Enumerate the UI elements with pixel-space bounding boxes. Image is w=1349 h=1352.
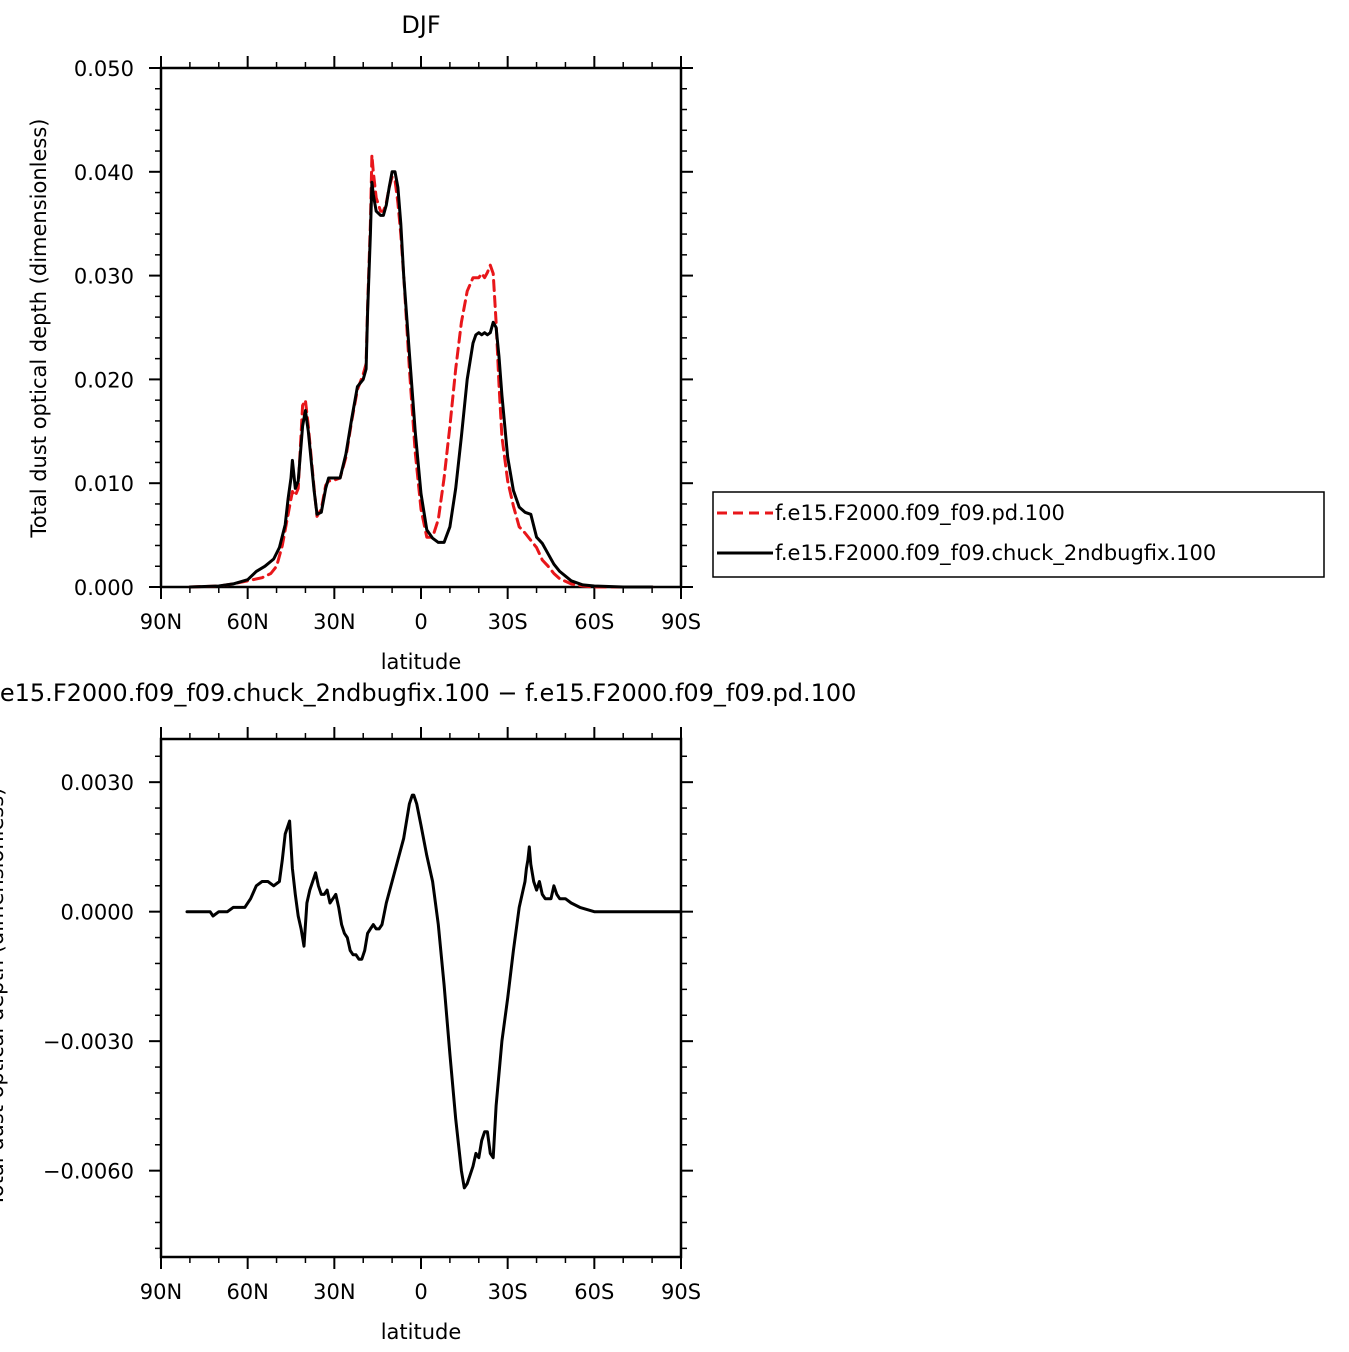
top-chart: DJF Total dust optical depth (dimensionl… [27, 11, 701, 674]
bottom-y-tick-label: −0.0060 [43, 1160, 134, 1184]
bottom-x-tick-label: 90S [661, 1280, 701, 1304]
bottom-x-tick-label: 90N [140, 1280, 182, 1304]
top-y-tick-label: 0.050 [74, 57, 134, 81]
top-x-tick-label: 90S [661, 610, 701, 634]
bottom-x-tick-label: 60S [574, 1280, 614, 1304]
legend-label-pd: f.e15.F2000.f09_f09.pd.100 [775, 501, 1065, 526]
top-x-axis-label: latitude [381, 650, 462, 674]
legend: f.e15.F2000.f09_f09.pd.100 f.e15.F2000.f… [712, 491, 1325, 578]
bottom-x-tick-label: 30S [488, 1280, 528, 1304]
bottom-series-line-0 [185, 793, 683, 1190]
bottom-x-tick-label: 0 [414, 1280, 427, 1304]
top-x-tick-label: 90N [140, 610, 182, 634]
top-y-tick-label: 0.020 [74, 368, 134, 392]
bottom-x-tick-label: 60N [226, 1280, 268, 1304]
legend-box [712, 491, 1325, 578]
bottom-y-tick-label: 0.0000 [61, 901, 134, 925]
top-y-axis-label: Total dust optical depth (dimensionless) [27, 119, 51, 539]
bottom-x-axis-label: latitude [381, 1320, 462, 1344]
top-x-tick-label: 60N [226, 610, 268, 634]
bottom-y-axis-label: Total dust optical depth (dimensionless) [0, 788, 8, 1208]
top-x-tick-label: 0 [414, 610, 427, 634]
bottom-chart: f.e15.F2000.f09_f09.chuck_2ndbugfix.100 … [0, 679, 856, 1344]
top-y-tick-label: 0.030 [74, 265, 134, 289]
top-y-tick-label: 0.010 [74, 472, 134, 496]
bottom-y-tick-label: −0.0030 [43, 1030, 134, 1054]
legend-label-chuck: f.e15.F2000.f09_f09.chuck_2ndbugfix.100 [775, 541, 1216, 566]
top-y-tick-label: 0.040 [74, 161, 134, 185]
top-x-tick-label: 30S [488, 610, 528, 634]
top-series-line-0 [188, 153, 654, 589]
top-chart-title: DJF [401, 11, 440, 39]
top-plot-area: 90N 60N 30N 0 30S 60S 90S 0.000 0.010 0.020 0.030 0… [74, 56, 701, 634]
top-x-tick-label: 30N [313, 610, 355, 634]
bottom-chart-title: f.e15.F2000.f09_f09.chuck_2ndbugfix.100 … [0, 679, 856, 707]
top-series-line-1 [188, 170, 654, 589]
bottom-plot-frame [159, 737, 683, 1259]
top-x-tick-label: 60S [574, 610, 614, 634]
bottom-y-tick-label: 0.0030 [61, 771, 134, 795]
bottom-x-tick-label: 30N [313, 1280, 355, 1304]
bottom-plot-area: 90N 60N 30N 0 30S 60S 90S −0.0060 −0.0030 0.0000 0… [43, 727, 701, 1304]
top-y-tick-label: 0.000 [74, 576, 134, 600]
